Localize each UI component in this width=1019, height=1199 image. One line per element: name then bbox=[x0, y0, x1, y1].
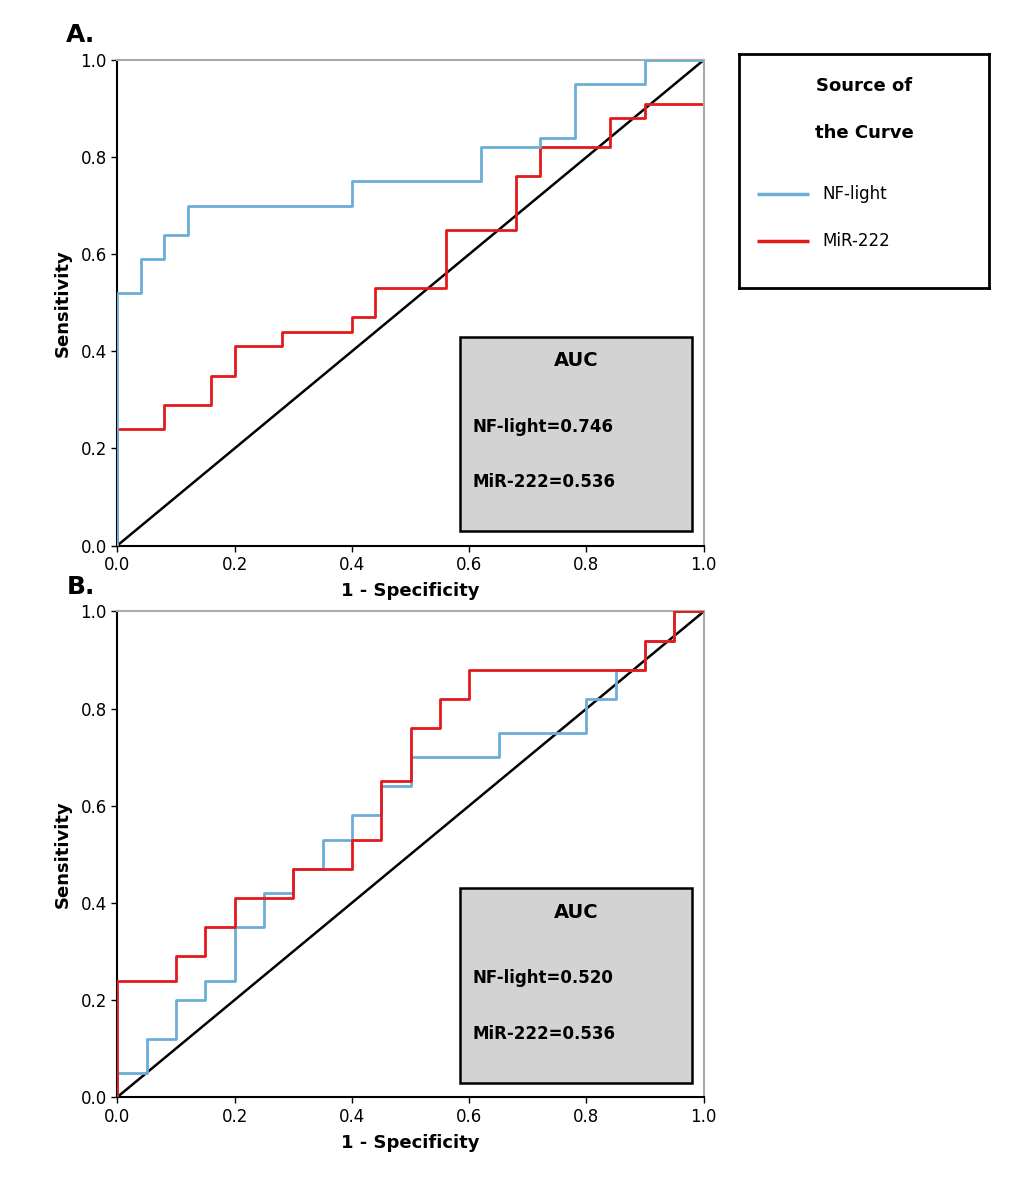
FancyBboxPatch shape bbox=[460, 888, 691, 1083]
Text: MiR-222=0.536: MiR-222=0.536 bbox=[472, 1025, 614, 1043]
X-axis label: 1 - Specificity: 1 - Specificity bbox=[341, 1134, 479, 1152]
Text: Source of: Source of bbox=[815, 77, 912, 96]
Text: NF-light: NF-light bbox=[821, 185, 886, 204]
Text: NF-light=0.746: NF-light=0.746 bbox=[472, 417, 612, 435]
Text: the Curve: the Curve bbox=[814, 123, 913, 143]
Text: NF-light=0.520: NF-light=0.520 bbox=[472, 969, 612, 987]
Text: A.: A. bbox=[66, 23, 96, 47]
Y-axis label: Sensitivity: Sensitivity bbox=[54, 801, 72, 908]
Y-axis label: Sensitivity: Sensitivity bbox=[54, 249, 72, 356]
Text: MiR-222: MiR-222 bbox=[821, 231, 889, 251]
FancyBboxPatch shape bbox=[460, 337, 691, 531]
Text: AUC: AUC bbox=[553, 903, 598, 922]
Text: MiR-222=0.536: MiR-222=0.536 bbox=[472, 474, 614, 492]
X-axis label: 1 - Specificity: 1 - Specificity bbox=[341, 583, 479, 601]
Text: B.: B. bbox=[66, 574, 95, 598]
Text: AUC: AUC bbox=[553, 351, 598, 370]
